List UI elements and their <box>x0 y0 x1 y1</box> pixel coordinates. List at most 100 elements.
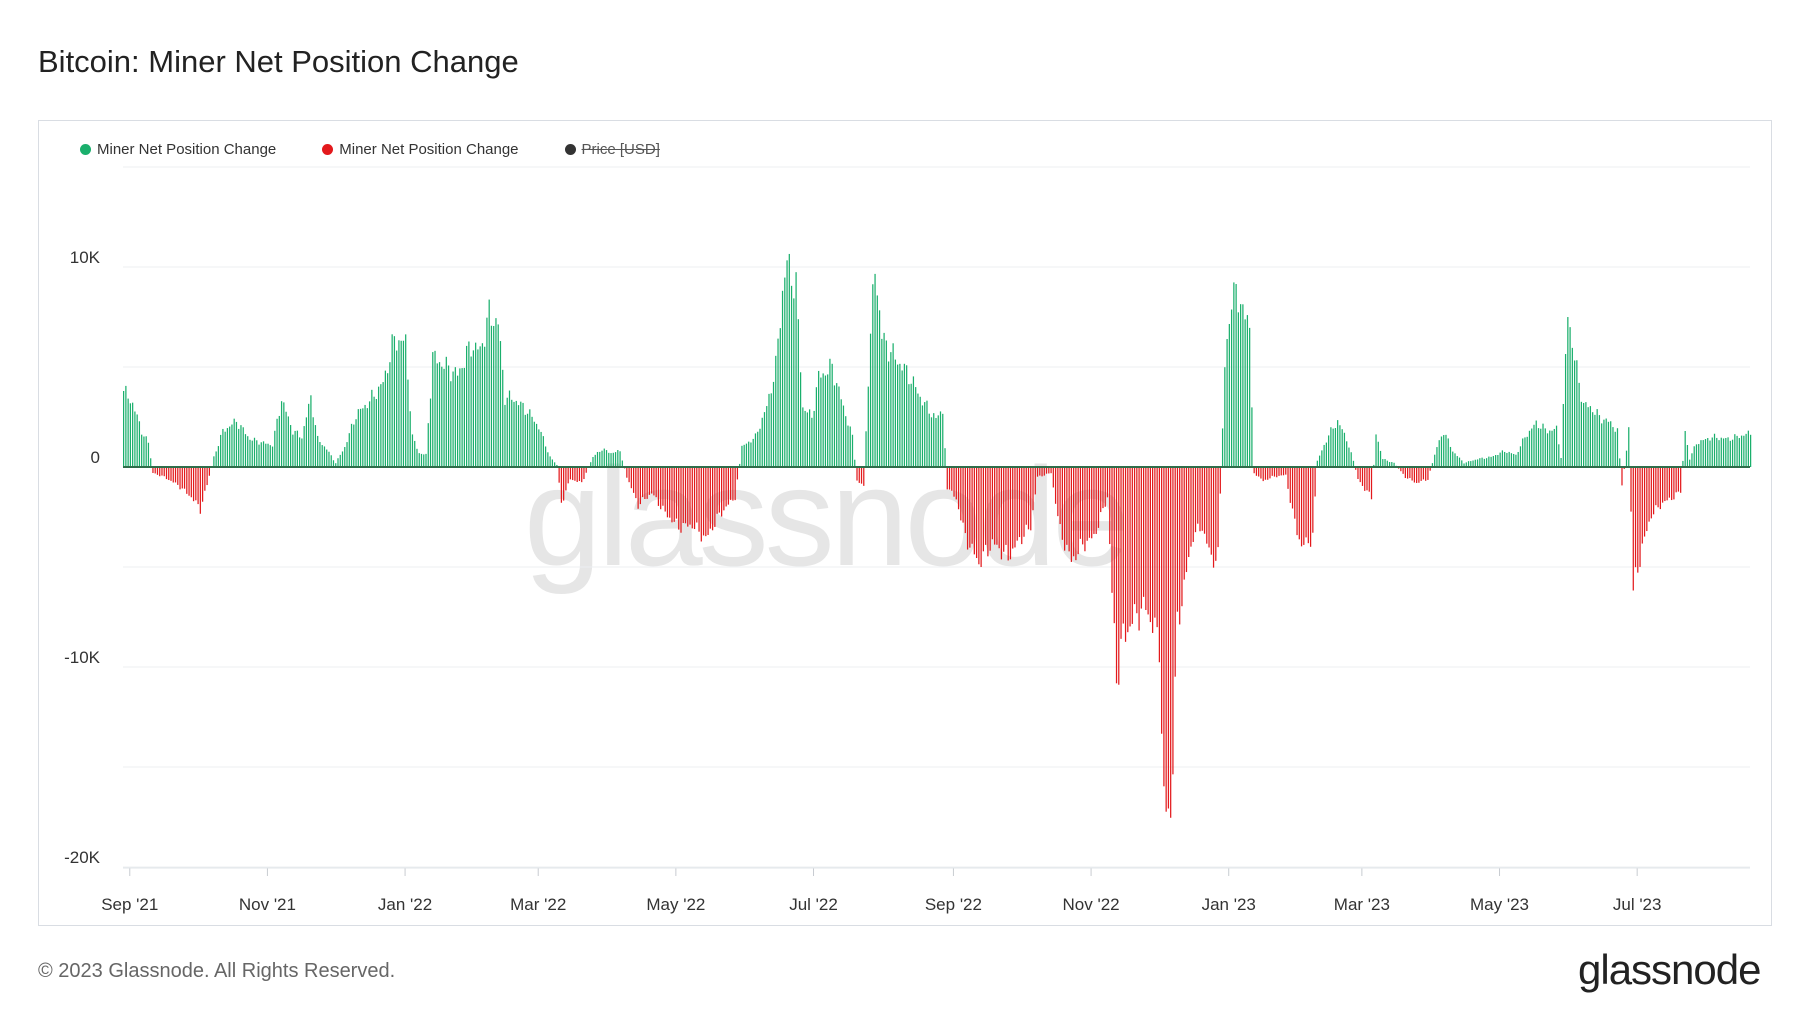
bar <box>472 350 475 467</box>
bar <box>750 442 752 467</box>
bar <box>569 467 572 480</box>
bar <box>1359 467 1361 483</box>
bar <box>438 362 441 467</box>
bar <box>529 409 531 467</box>
bar <box>1350 452 1352 467</box>
bar <box>689 467 691 525</box>
bar <box>1165 467 1167 812</box>
bar <box>531 416 533 467</box>
bar <box>337 458 339 467</box>
bar <box>1510 453 1513 467</box>
bar <box>226 428 229 467</box>
legend-item-price[interactable]: Price [USD] <box>564 141 660 158</box>
bar <box>1172 467 1174 775</box>
bar <box>170 467 172 481</box>
bar <box>1711 437 1713 467</box>
bar <box>806 412 808 467</box>
bar <box>1391 462 1393 467</box>
bar <box>456 375 459 467</box>
bar <box>283 402 285 467</box>
bar <box>1303 467 1305 545</box>
bar <box>1373 464 1375 467</box>
bar <box>664 467 666 512</box>
bar <box>948 467 951 490</box>
bar <box>425 453 427 467</box>
bar <box>477 349 479 467</box>
bar <box>1339 425 1341 467</box>
bar <box>653 467 655 496</box>
bar <box>1492 456 1494 467</box>
bar <box>1368 467 1370 492</box>
bar <box>700 467 702 542</box>
bar <box>1152 467 1154 633</box>
bar <box>204 467 206 491</box>
bar <box>1616 428 1619 467</box>
bar <box>1589 406 1592 467</box>
bar <box>675 467 678 519</box>
bar <box>1088 467 1091 538</box>
bar <box>1598 415 1601 467</box>
legend-item-negative[interactable]: Miner Net Position Change <box>322 141 519 158</box>
bar <box>323 446 326 467</box>
bar <box>366 408 368 467</box>
bar <box>380 384 382 467</box>
bar <box>1118 467 1120 685</box>
bar <box>1163 467 1165 787</box>
bar <box>1228 324 1230 467</box>
bar <box>274 430 276 467</box>
bar <box>554 462 556 467</box>
bar <box>867 386 869 467</box>
bar <box>199 467 201 514</box>
bar <box>1113 467 1115 624</box>
bar <box>224 431 226 467</box>
bar <box>1434 454 1436 467</box>
legend[interactable]: Miner Net Position Change Miner Net Posi… <box>80 141 660 158</box>
bar <box>508 390 511 467</box>
bar <box>1343 432 1346 467</box>
legend-item-positive[interactable]: Miner Net Position Change <box>80 141 276 158</box>
bar <box>642 467 644 498</box>
bar <box>1012 467 1014 549</box>
bar <box>348 433 350 467</box>
bar <box>851 434 854 467</box>
bar <box>1531 428 1533 467</box>
legend-label-positive: Miner Net Position Change <box>97 141 277 158</box>
x-tick-label: Jul '22 <box>789 895 838 914</box>
bar <box>213 456 215 467</box>
bar <box>612 452 614 467</box>
bar <box>262 441 265 467</box>
bar <box>644 467 646 499</box>
bar <box>1488 456 1490 467</box>
bar <box>1140 467 1142 609</box>
glassnode-logo[interactable]: glassnode <box>1578 946 1761 993</box>
bar <box>1086 467 1088 541</box>
bar <box>533 421 535 467</box>
bar <box>1483 458 1485 467</box>
bar <box>1413 467 1416 483</box>
bar <box>1039 467 1041 476</box>
bar <box>188 467 190 496</box>
bar <box>1246 315 1249 467</box>
bar <box>1443 435 1445 467</box>
bar <box>364 404 366 467</box>
bar <box>1149 467 1151 623</box>
bar <box>1535 420 1537 467</box>
bar <box>1400 467 1402 472</box>
bar <box>1048 467 1050 474</box>
bar <box>754 433 757 467</box>
bar <box>696 467 698 523</box>
bar <box>617 450 619 467</box>
bar <box>466 345 468 467</box>
bar <box>387 373 389 467</box>
bar <box>743 444 745 467</box>
x-tick-label: Nov '22 <box>1063 895 1120 914</box>
bar <box>1680 467 1682 493</box>
bar <box>662 467 664 506</box>
bar <box>1673 467 1675 500</box>
bar <box>1014 467 1016 548</box>
bar <box>294 430 296 467</box>
bar <box>894 359 896 467</box>
bar <box>730 467 732 500</box>
bar <box>515 400 517 467</box>
bar <box>235 421 238 467</box>
